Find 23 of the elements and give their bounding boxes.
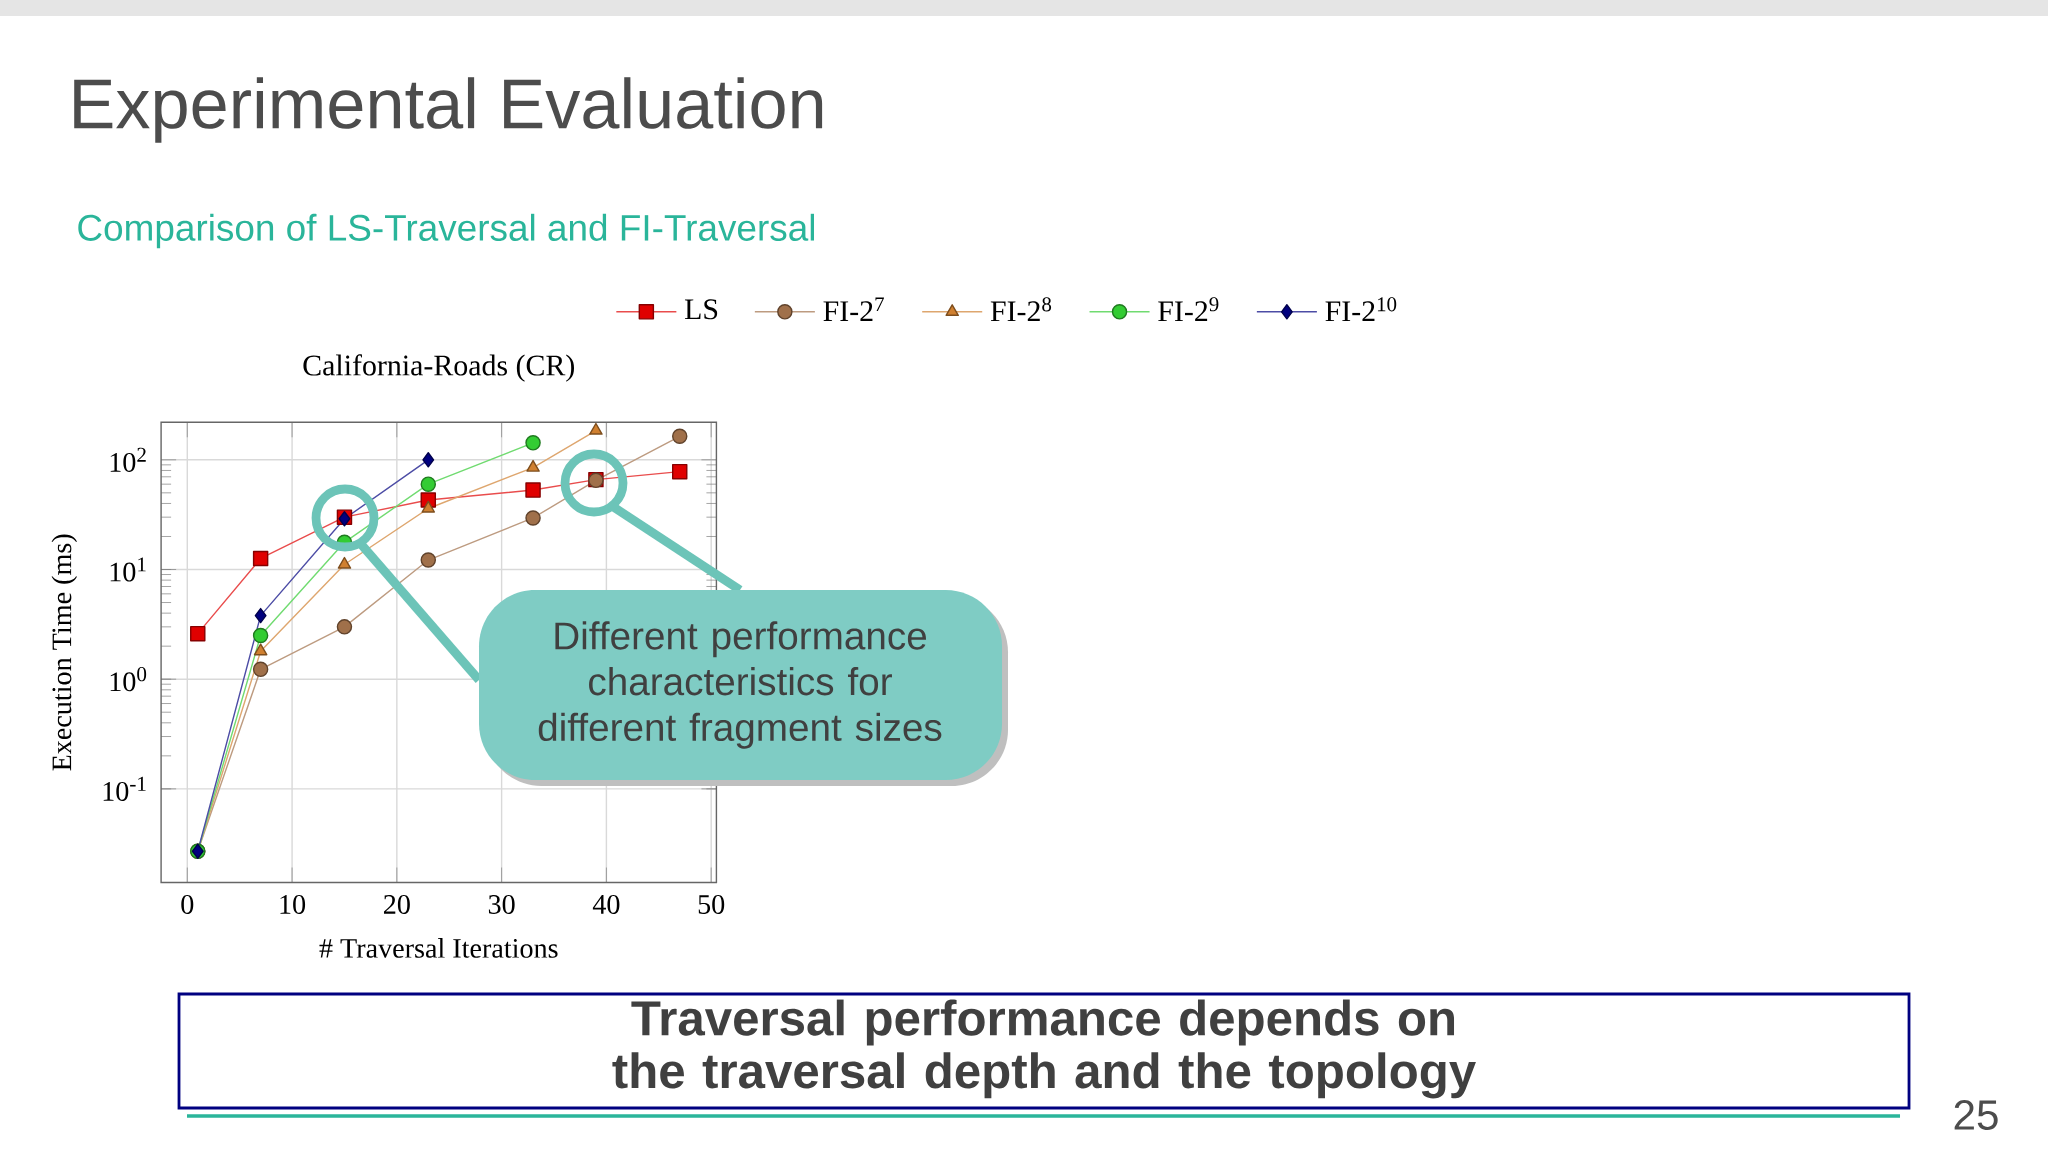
- x-tick-label: 40: [592, 894, 620, 914]
- x-tick-label: 10: [280, 894, 306, 914]
- text: 25: [1954, 1100, 1998, 1130]
- text: Traversal performance depends on the traversal depth and the topology: [612, 999, 1476, 1099]
- x-tick-label: 50: [698, 894, 725, 914]
- x-tick-label: 30: [488, 894, 515, 914]
- legend-label: FI-2$^{10}$: [1325, 297, 1397, 322]
- y-tick-label: 10$^{-1}$: [103, 776, 146, 801]
- legend-label: FI-2$^{8}$: [990, 297, 1052, 322]
- legend-label: LS: [684, 299, 718, 320]
- y-tick-label: 10$^{2}$: [110, 447, 146, 472]
- annotation: Different performance characteristics for different fragment sizes: [538, 621, 942, 749]
- text: Experimental Evaluation: [74, 77, 823, 143]
- y-tick-label: 10$^{0}$: [110, 667, 147, 692]
- legend-label: FI-2$^{9}$: [1158, 297, 1219, 322]
- chart-title: California-Roads (CR): [303, 354, 575, 382]
- legend-label: FI-2$^{7}$: [823, 297, 884, 321]
- x-tick-label: 20: [383, 894, 410, 914]
- text: Comparison of LS-Traversal and FI-Traversal: [78, 213, 815, 249]
- y-axis-title: Execution Time (ms): [51, 534, 78, 771]
- y-tick-label: 10$^{1}$: [110, 557, 146, 582]
- x-axis-title: # Traversal Iterations: [319, 938, 558, 958]
- x-tick-label: 0: [181, 894, 194, 914]
